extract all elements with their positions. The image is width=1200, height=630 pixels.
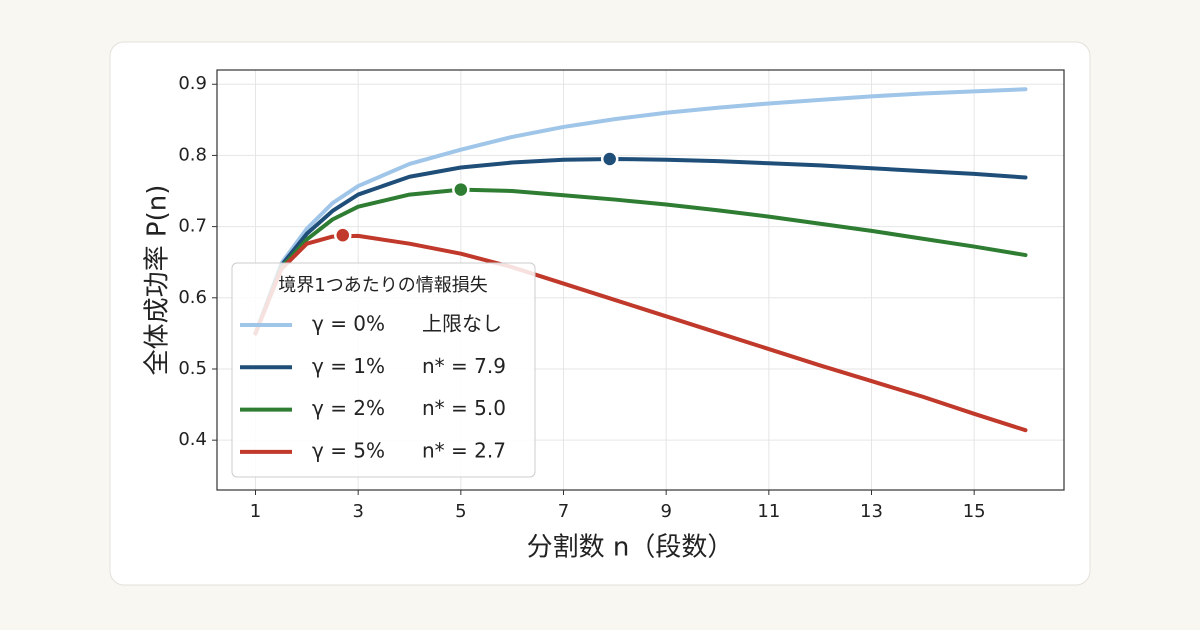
legend: 境界1つあたりの情報損失 γ = 0% 上限なし γ = 1% n* = 7.9 γ =… — [231, 262, 536, 478]
x-axis-label: 分割数 n（段数） — [527, 533, 734, 563]
y-tick-label: 0.5 — [178, 358, 207, 379]
optimum-marker — [452, 180, 470, 199]
y-tick-label: 0.6 — [178, 287, 207, 308]
legend-title: 境界1つあたりの情報損失 — [278, 275, 487, 296]
legend-note: n* = 5.0 — [422, 396, 506, 420]
legend-box — [231, 262, 536, 478]
plot-frame — [216, 69, 1065, 491]
x-tick-label: 11 — [757, 501, 780, 522]
legend-note: 上限なし — [422, 312, 502, 336]
legend-note: n* = 7.9 — [422, 354, 506, 378]
series-line — [253, 233, 1028, 433]
x-tick-label: 9 — [660, 501, 671, 522]
ticks: 1 3 5 7 9 11 13 150.40.50.60.70.80.9 — [178, 73, 985, 522]
y-axis-label: 全体成功率 P(n) — [143, 185, 173, 376]
x-tick-label: 7 — [558, 501, 569, 522]
legend-label: γ = 5% — [312, 438, 385, 462]
y-tick-label: 0.7 — [178, 216, 207, 237]
y-tick-label: 0.9 — [178, 73, 207, 94]
lines — [253, 87, 1028, 433]
legend-label: γ = 0% — [312, 312, 385, 336]
optimum-marker — [334, 226, 352, 244]
legend-note: n* = 2.7 — [422, 438, 506, 462]
series-line — [253, 87, 1028, 336]
x-tick-label: 13 — [860, 501, 883, 522]
x-tick-label: 5 — [455, 501, 466, 522]
y-tick-label: 0.8 — [178, 144, 207, 165]
series-line — [253, 156, 1028, 336]
optimum-marker — [600, 150, 619, 168]
y-tick-label: 0.4 — [178, 429, 207, 450]
legend-label: γ = 1% — [312, 354, 385, 378]
series-line — [253, 187, 1028, 336]
x-tick-label: 1 — [250, 501, 261, 522]
x-tick-label: 15 — [963, 501, 986, 522]
legend-label: γ = 2% — [312, 396, 385, 420]
x-tick-label: 3 — [352, 501, 363, 522]
